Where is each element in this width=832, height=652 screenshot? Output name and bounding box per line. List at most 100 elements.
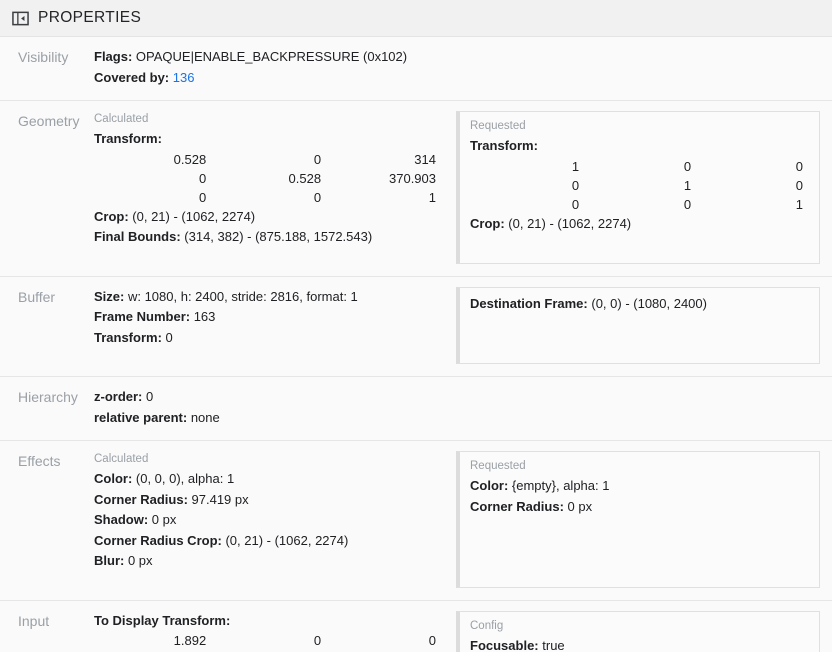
geometry-calculated-crop-value: (0, 21) - (1062, 2274) <box>132 208 256 224</box>
matrix-cell: 0.528 <box>288 170 322 186</box>
spacer <box>470 335 809 356</box>
matrix-cell: 0 <box>198 189 207 205</box>
geometry-calculated-matrix: 0.528 0 314 0 0.528 370.903 0 0 1 <box>94 150 442 207</box>
buffer-size-row: Size: w: 1080, h: 2400, stride: 2816, fo… <box>94 287 448 308</box>
hierarchy-zorder-value: 0 <box>146 389 154 404</box>
visibility-covered-by-row: Covered by: 136 <box>94 68 448 89</box>
geometry-requested-crop-value: (0, 21) - (1062, 2274) <box>508 215 632 231</box>
effects-color-key: Color: <box>94 471 136 486</box>
matrix-row: 0 1 0 <box>470 176 809 195</box>
geometry-requested-transform-label: Transform: <box>470 136 809 157</box>
section-label-effects: Effects <box>18 453 61 469</box>
geometry-calculated-final-bounds-key: Final Bounds: <box>94 229 185 244</box>
visibility-flags-key: Flags: <box>94 49 136 64</box>
matrix-cell: 0 <box>313 633 322 648</box>
effects-corner-radius-crop-key: Corner Radius Crop: <box>94 532 226 548</box>
effects-requested-panel: Requested Color: {empty}, alpha: 1 Corne… <box>456 451 820 588</box>
buffer-size-key: Size: <box>94 288 128 304</box>
section-visibility: Visibility Flags: OPAQUE|ENABLE_BACKPRES… <box>0 37 832 101</box>
hierarchy-relative-parent-value: none <box>190 409 220 425</box>
input-content: To Display Transform: 1.892 0 0 0 1.892 … <box>94 611 456 652</box>
visibility-right-empty <box>456 47 832 88</box>
effects-color-row: Color: (0, 0, 0), alpha: 1 <box>94 469 448 490</box>
spacer <box>470 234 809 255</box>
matrix-row: 1 0 0 <box>470 157 809 176</box>
matrix-cell: 0 <box>795 158 803 174</box>
matrix-row: 0 0 1 <box>470 195 809 214</box>
buffer-transform-key: Transform: <box>94 329 166 345</box>
input-matrix: 1.892 0 0 0 1.892 0 0 0 1 <box>94 631 442 652</box>
properties-scroll-area[interactable]: Visibility Flags: OPAQUE|ENABLE_BACKPRES… <box>0 37 832 652</box>
panel-collapse-icon[interactable] <box>12 10 29 27</box>
hierarchy-relative-parent-key: relative parent: <box>94 409 191 425</box>
matrix-cell: 0 <box>795 177 803 193</box>
geometry-calculated-transform-label: Transform: <box>94 129 448 150</box>
buffer-destination-frame-value: (0, 0) - (1080, 2400) <box>591 295 707 311</box>
buffer-destination-frame-row: Destination Frame: (0, 0) - (1080, 2400) <box>470 294 809 315</box>
effects-requested-corner-radius-value: 0 px <box>567 498 593 514</box>
geometry-requested-transform-key: Transform: <box>470 138 538 153</box>
section-input: Input To Display Transform: 1.892 0 0 0 … <box>0 601 832 652</box>
spacer <box>470 517 809 538</box>
effects-corner-radius-row: Corner Radius: 97.419 px <box>94 490 448 511</box>
section-label-visibility: Visibility <box>18 49 69 65</box>
section-label-input: Input <box>18 612 50 629</box>
input-to-display-transform-key: To Display Transform: <box>94 612 231 628</box>
matrix-cell: 1 <box>428 189 436 205</box>
matrix-cell: 1.892 <box>173 633 207 648</box>
effects-requested-corner-radius-row: Corner Radius: 0 px <box>470 497 809 518</box>
geometry-calculated-crop-row: Crop: (0, 21) - (1062, 2274) <box>94 207 448 228</box>
matrix-cell: 370.903 <box>389 170 436 186</box>
geometry-requested-crop-row: Crop: (0, 21) - (1062, 2274) <box>470 214 809 235</box>
effects-corner-radius-crop-value: (0, 21) - (1062, 2274) <box>225 532 349 548</box>
matrix-cell: 0 <box>198 170 207 186</box>
visibility-covered-by-link[interactable]: 136 <box>172 69 195 85</box>
matrix-row: 0 0 1 <box>94 188 442 207</box>
effects-corner-radius-key: Corner Radius: <box>94 491 192 507</box>
buffer-content: Size: w: 1080, h: 2400, stride: 2816, fo… <box>94 287 456 365</box>
input-config-wrap: Config Focusable: true Crop touch region… <box>456 610 832 652</box>
matrix-cell: 0 <box>683 158 692 174</box>
matrix-cell: 1 <box>571 158 580 174</box>
matrix-cell: 1 <box>795 196 803 212</box>
geometry-calculated-heading: Calculated <box>94 113 149 125</box>
section-effects: Effects Calculated Color: (0, 0, 0), alp… <box>0 441 832 601</box>
matrix-cell: 0 <box>571 177 580 193</box>
effects-corner-radius-value: 97.419 px <box>191 491 249 507</box>
section-buffer: Buffer Size: w: 1080, h: 2400, stride: 2… <box>0 277 832 377</box>
section-label-hierarchy: Hierarchy <box>18 389 78 405</box>
geometry-requested-wrap: Requested Transform: 1 0 0 0 1 0 <box>456 111 832 264</box>
matrix-cell: 0.528 <box>173 151 207 167</box>
visibility-covered-by-key: Covered by: <box>94 69 173 85</box>
geometry-calculated: Calculated Transform: 0.528 0 314 0 0.52… <box>94 111 456 264</box>
page-title: PROPERTIES <box>38 9 142 26</box>
effects-corner-radius-crop-row: Corner Radius Crop: (0, 21) - (1062, 227… <box>94 531 448 552</box>
matrix-row: 1.892 0 0 <box>94 631 442 650</box>
input-config-heading: Config <box>470 619 504 632</box>
effects-blur-row: Blur: 0 px <box>94 551 448 572</box>
effects-calculated: Calculated Color: (0, 0, 0), alpha: 1 Co… <box>94 451 456 588</box>
input-focusable-value: true <box>542 637 565 652</box>
spacer <box>470 538 809 559</box>
matrix-cell: 0 <box>313 189 322 205</box>
matrix-cell: 0 <box>571 196 580 212</box>
geometry-calculated-final-bounds-value: (314, 382) - (875.188, 1572.543) <box>184 229 373 244</box>
matrix-cell: 1 <box>683 177 692 193</box>
spacer <box>470 558 809 579</box>
effects-requested-corner-radius-key: Corner Radius: <box>470 498 568 514</box>
section-geometry: Geometry Calculated Transform: 0.528 0 3… <box>0 101 832 277</box>
hierarchy-relative-parent-row: relative parent: none <box>94 408 448 429</box>
buffer-destination-panel: Destination Frame: (0, 0) - (1080, 2400) <box>456 286 820 364</box>
section-hierarchy: Hierarchy z-order: 0 relative parent: no… <box>0 377 832 441</box>
effects-shadow-value: 0 px <box>151 512 177 527</box>
spacer <box>470 314 809 335</box>
properties-header: PROPERTIES <box>0 0 832 37</box>
buffer-destination-frame-key: Destination Frame: <box>470 295 592 311</box>
matrix-row: 0.528 0 314 <box>94 150 442 169</box>
input-config-panel: Config Focusable: true Crop touch region… <box>456 610 820 652</box>
buffer-frame-number-value: 163 <box>193 309 216 324</box>
effects-shadow-key: Shadow: <box>94 512 152 527</box>
input-focusable-key: Focusable: <box>470 637 543 652</box>
visibility-content: Flags: OPAQUE|ENABLE_BACKPRESSURE (0x102… <box>94 47 456 88</box>
section-label-geometry: Geometry <box>18 113 80 129</box>
